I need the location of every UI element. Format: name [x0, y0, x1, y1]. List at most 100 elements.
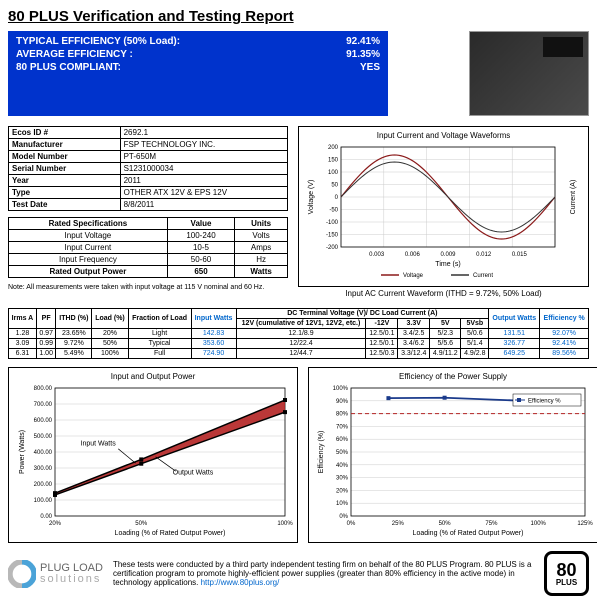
waveform-title: Input Current and Voltage Waveforms	[303, 131, 584, 140]
load-row: 6.311.005.49%100%Full724.9012/44.712.5/0…	[9, 349, 589, 359]
svg-text:50: 50	[331, 183, 338, 189]
svg-text:-200: -200	[326, 245, 339, 251]
bottom-charts: Input and Output Power Input Watts Output…	[8, 367, 589, 543]
summary-row: TYPICAL EFFICIENCY (50% Load):92.41% AVE…	[8, 31, 589, 116]
svg-text:20%: 20%	[49, 521, 62, 527]
info-key: Manufacturer	[9, 139, 121, 151]
svg-text:25%: 25%	[392, 521, 405, 527]
svg-text:Input Watts: Input Watts	[81, 441, 117, 448]
svg-text:0.015: 0.015	[512, 252, 528, 258]
compliant-value: YES	[360, 62, 380, 73]
svg-text:90%: 90%	[336, 399, 349, 405]
footer-link[interactable]: http://www.80plus.org/	[201, 578, 280, 587]
info-key: Year	[9, 175, 121, 187]
svg-text:0: 0	[335, 195, 339, 201]
info-val: 2011	[120, 175, 287, 187]
svg-text:600.00: 600.00	[34, 418, 53, 424]
svg-text:100%: 100%	[333, 386, 349, 392]
avg-eff-value: 91.35%	[346, 49, 380, 60]
typ-eff-value: 92.41%	[346, 36, 380, 47]
spec-val: 10-5	[167, 242, 234, 254]
lh-ow: Output Watts	[489, 309, 540, 329]
svg-text:0%: 0%	[339, 514, 348, 520]
spec-unit: Hz	[235, 254, 288, 266]
spec-unit: Amps	[235, 242, 288, 254]
80plus-badge: 80 PLUS	[544, 551, 589, 596]
measurement-note: Note: All measurements were taken with i…	[8, 284, 288, 291]
svg-text:800.00: 800.00	[34, 386, 53, 392]
svg-text:50%: 50%	[135, 521, 148, 527]
footer: PLUG LOAD solutions These tests were con…	[8, 551, 589, 596]
svg-text:0.00: 0.00	[40, 514, 52, 520]
svg-text:Time (s): Time (s)	[435, 261, 460, 268]
lh-load: Load (%)	[92, 309, 128, 329]
svg-text:100.00: 100.00	[34, 498, 53, 504]
report-title: 80 PLUS Verification and Testing Report	[8, 8, 589, 25]
info-key: Test Date	[9, 199, 121, 211]
svg-text:200.00: 200.00	[34, 482, 53, 488]
lh-frac: Fraction of Load	[128, 309, 191, 329]
spec-label: Input Voltage	[9, 230, 168, 242]
spec-unit: Watts	[235, 266, 288, 278]
lh-5vsb: 5Vsb	[461, 319, 489, 329]
spec-label: Rated Output Power	[9, 266, 168, 278]
svg-text:100%: 100%	[277, 521, 293, 527]
info-val: FSP TECHNOLOGY INC.	[120, 139, 287, 151]
load-row: 3.090.999.72%50%Typical353.6012/22.412.5…	[9, 339, 589, 349]
svg-text:Current (A): Current (A)	[570, 180, 577, 215]
info-val: PT-650M	[120, 151, 287, 163]
svg-text:150: 150	[328, 158, 339, 164]
svg-text:Power (Watts): Power (Watts)	[19, 430, 26, 474]
svg-text:20%: 20%	[336, 488, 349, 494]
power-chart-title: Input and Output Power	[13, 372, 293, 381]
info-key: Serial Number	[9, 163, 121, 175]
svg-text:100%: 100%	[531, 521, 547, 527]
badge-number: 80	[556, 561, 576, 579]
svg-text:75%: 75%	[485, 521, 498, 527]
svg-text:0.003: 0.003	[369, 252, 385, 258]
lh-eff: Efficiency %	[540, 309, 589, 329]
svg-text:60%: 60%	[336, 437, 349, 443]
svg-text:Output Watts: Output Watts	[173, 469, 214, 476]
svg-text:Loading (% of Rated Output Pow: Loading (% of Rated Output Power)	[413, 530, 524, 537]
svg-text:Loading (% of Rated Output Pow: Loading (% of Rated Output Power)	[115, 530, 226, 537]
svg-text:50%: 50%	[439, 521, 452, 527]
plugload-logo: PLUG LOAD solutions	[8, 560, 103, 588]
svg-text:-150: -150	[326, 233, 339, 239]
lh-ithd: ITHD (%)	[56, 309, 92, 329]
svg-text:0.009: 0.009	[440, 252, 456, 258]
lh-irms: Irms A	[9, 309, 37, 329]
spec-unit: Volts	[235, 230, 288, 242]
svg-text:100: 100	[328, 170, 339, 176]
info-val: 2692.1	[120, 127, 287, 139]
svg-text:0.012: 0.012	[476, 252, 492, 258]
spec-val: 50-60	[167, 254, 234, 266]
spec-val: 650	[167, 266, 234, 278]
svg-text:30%: 30%	[336, 476, 349, 482]
lh-33v: 3.3V	[398, 319, 430, 329]
load-row: 1.280.9723.65%20%Light142.8312.1/8.912.5…	[9, 329, 589, 339]
plugload-icon	[8, 560, 36, 588]
svg-text:700.00: 700.00	[34, 402, 53, 408]
lh-n12v: -12V	[366, 319, 398, 329]
footer-text: These tests were conducted by a third pa…	[113, 560, 534, 587]
badge-text: PLUS	[556, 579, 577, 587]
svg-text:300.00: 300.00	[34, 466, 53, 472]
spec-table: Rated SpecificationsValueUnits Input Vol…	[8, 217, 288, 278]
svg-text:125%: 125%	[577, 521, 593, 527]
spec-h-value: Value	[167, 218, 234, 230]
spec-title: Rated Specifications	[9, 218, 168, 230]
spec-label: Input Current	[9, 242, 168, 254]
spec-label: Input Frequency	[9, 254, 168, 266]
lh-pf: PF	[36, 309, 56, 329]
summary-box: TYPICAL EFFICIENCY (50% Load):92.41% AVE…	[8, 31, 388, 116]
compliant-label: 80 PLUS COMPLIANT:	[16, 62, 121, 73]
svg-text:500.00: 500.00	[34, 434, 53, 440]
brand-line2: solutions	[40, 574, 103, 585]
svg-text:0%: 0%	[347, 521, 356, 527]
psu-photo	[469, 31, 589, 116]
svg-text:Voltage (V): Voltage (V)	[308, 180, 315, 215]
svg-text:Voltage: Voltage	[403, 273, 424, 279]
svg-text:Current: Current	[473, 273, 493, 279]
load-table: Irms A PF ITHD (%) Load (%) Fraction of …	[8, 308, 589, 359]
